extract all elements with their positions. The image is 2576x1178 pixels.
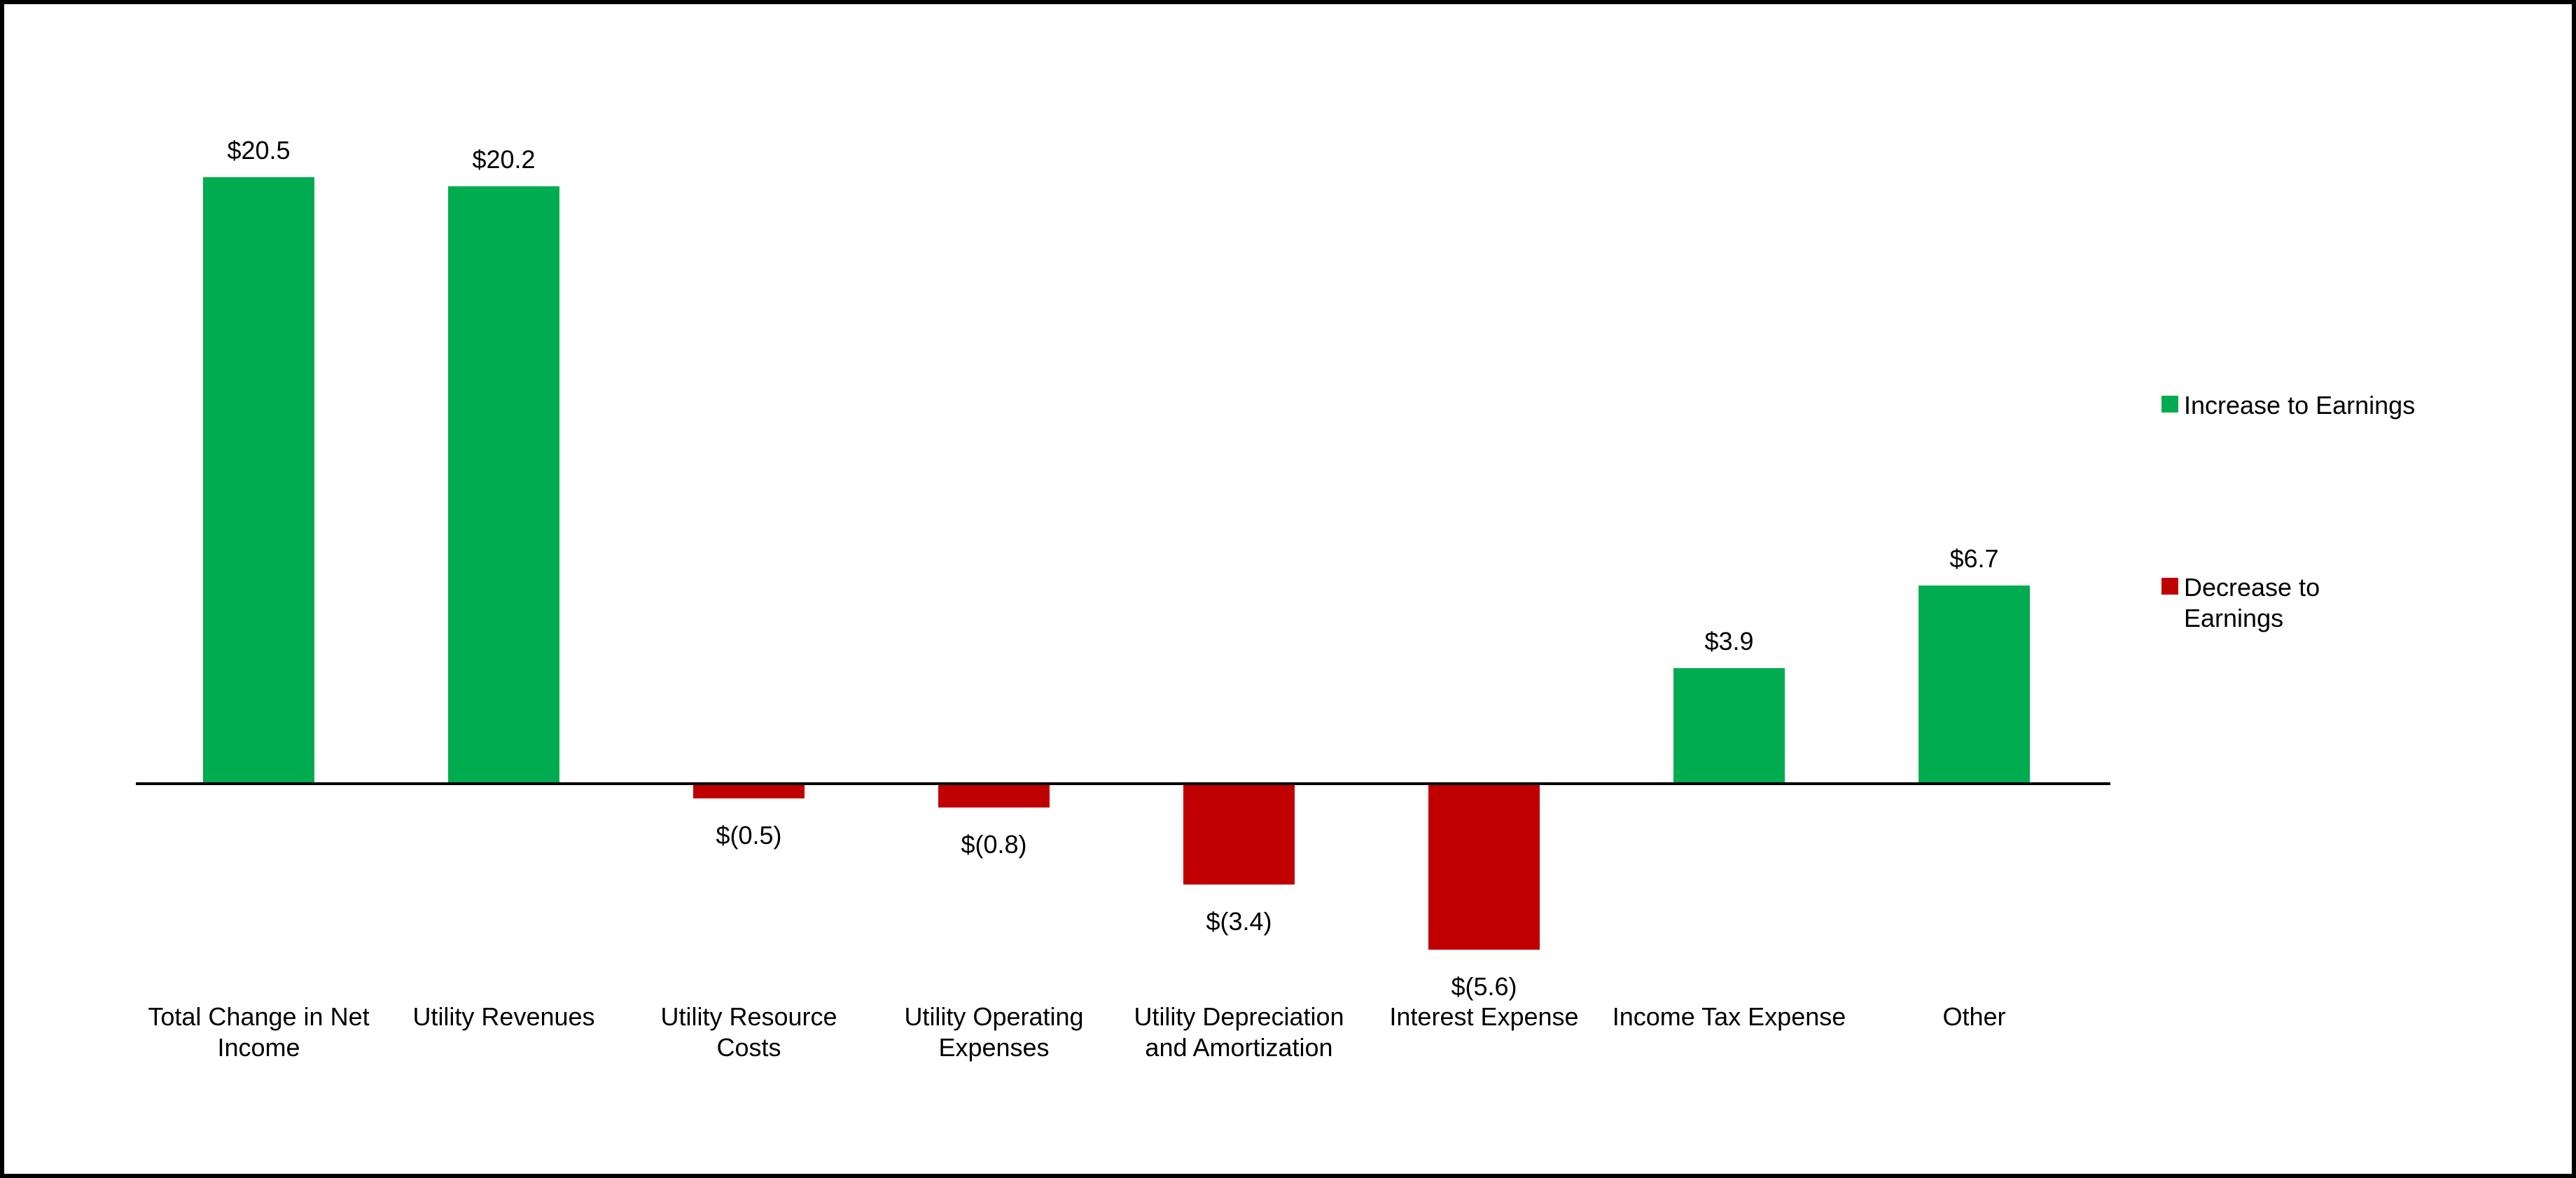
category-label: Interest Expense	[1389, 1002, 1579, 1031]
category-label: Other	[1942, 1002, 2006, 1031]
legend-decrease-swatch	[2161, 578, 2178, 595]
legend-decrease-label: Decrease to Earnings	[2184, 573, 2320, 632]
category-label: Utility Revenues	[412, 1002, 595, 1031]
bar-value-label: $(5.6)	[1451, 971, 1517, 1001]
bar-value-label: $(0.5)	[716, 821, 782, 850]
bar-value-label: $(3.4)	[1206, 906, 1272, 936]
bar	[1673, 668, 1785, 784]
bar-value-label: $20.5	[227, 136, 291, 165]
bar	[203, 177, 314, 784]
legend-increase-swatch	[2161, 396, 2178, 413]
category-label: Utility Depreciation and Amortization	[1134, 1002, 1344, 1062]
bar	[448, 186, 559, 784]
x-axis-line	[136, 782, 2110, 785]
bar-chart: $20.5 Total Change in Net Income $20.2 Util…	[4, 4, 2572, 1174]
legend: Increase to Earnings Decrease to Earning…	[4, 4, 2572, 1174]
bar-value-label: $3.9	[1704, 627, 1754, 656]
legend-increase-label: Increase to Earnings	[2184, 391, 2416, 420]
bar	[1428, 784, 1540, 950]
bar	[693, 784, 805, 799]
bar	[1919, 585, 2030, 784]
category-label: Income Tax Expense	[1612, 1002, 1846, 1031]
bar-value-label: $6.7	[1949, 543, 1999, 573]
bar-value-label: $(0.8)	[961, 829, 1027, 859]
category-label: Total Change in Net Income	[148, 1002, 370, 1062]
bar	[938, 784, 1050, 808]
bar-value-label: $20.2	[472, 144, 536, 174]
bar	[1183, 784, 1295, 885]
category-label: Utility Resource Costs	[660, 1002, 837, 1062]
category-label: Utility Operating Expenses	[904, 1002, 1084, 1062]
